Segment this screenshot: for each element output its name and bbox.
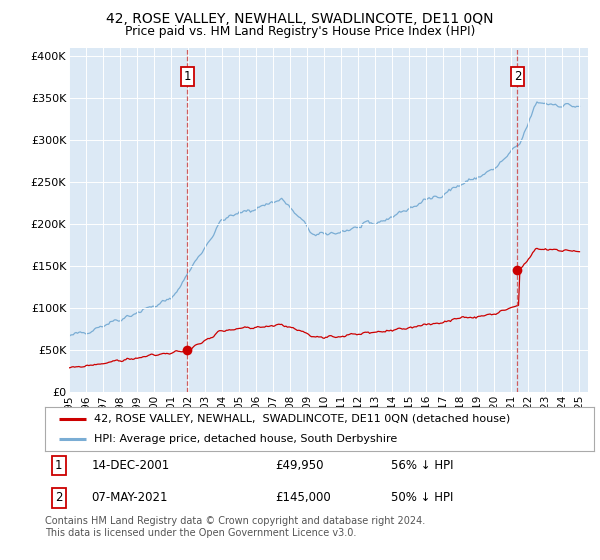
- Text: 14-DEC-2001: 14-DEC-2001: [92, 459, 170, 472]
- Text: 1: 1: [184, 71, 191, 83]
- Text: 50% ↓ HPI: 50% ↓ HPI: [391, 491, 453, 504]
- Text: 07-MAY-2021: 07-MAY-2021: [92, 491, 168, 504]
- Text: 2: 2: [514, 71, 521, 83]
- Text: £145,000: £145,000: [275, 491, 331, 504]
- Text: 42, ROSE VALLEY, NEWHALL, SWADLINCOTE, DE11 0QN: 42, ROSE VALLEY, NEWHALL, SWADLINCOTE, D…: [106, 12, 494, 26]
- Text: 1: 1: [55, 459, 62, 472]
- Text: 56% ↓ HPI: 56% ↓ HPI: [391, 459, 454, 472]
- Text: 2: 2: [55, 491, 62, 504]
- Text: £49,950: £49,950: [275, 459, 324, 472]
- Text: Price paid vs. HM Land Registry's House Price Index (HPI): Price paid vs. HM Land Registry's House …: [125, 25, 475, 38]
- Text: Contains HM Land Registry data © Crown copyright and database right 2024.
This d: Contains HM Land Registry data © Crown c…: [45, 516, 425, 538]
- Text: 42, ROSE VALLEY, NEWHALL,  SWADLINCOTE, DE11 0QN (detached house): 42, ROSE VALLEY, NEWHALL, SWADLINCOTE, D…: [94, 414, 511, 424]
- Text: HPI: Average price, detached house, South Derbyshire: HPI: Average price, detached house, Sout…: [94, 434, 398, 444]
